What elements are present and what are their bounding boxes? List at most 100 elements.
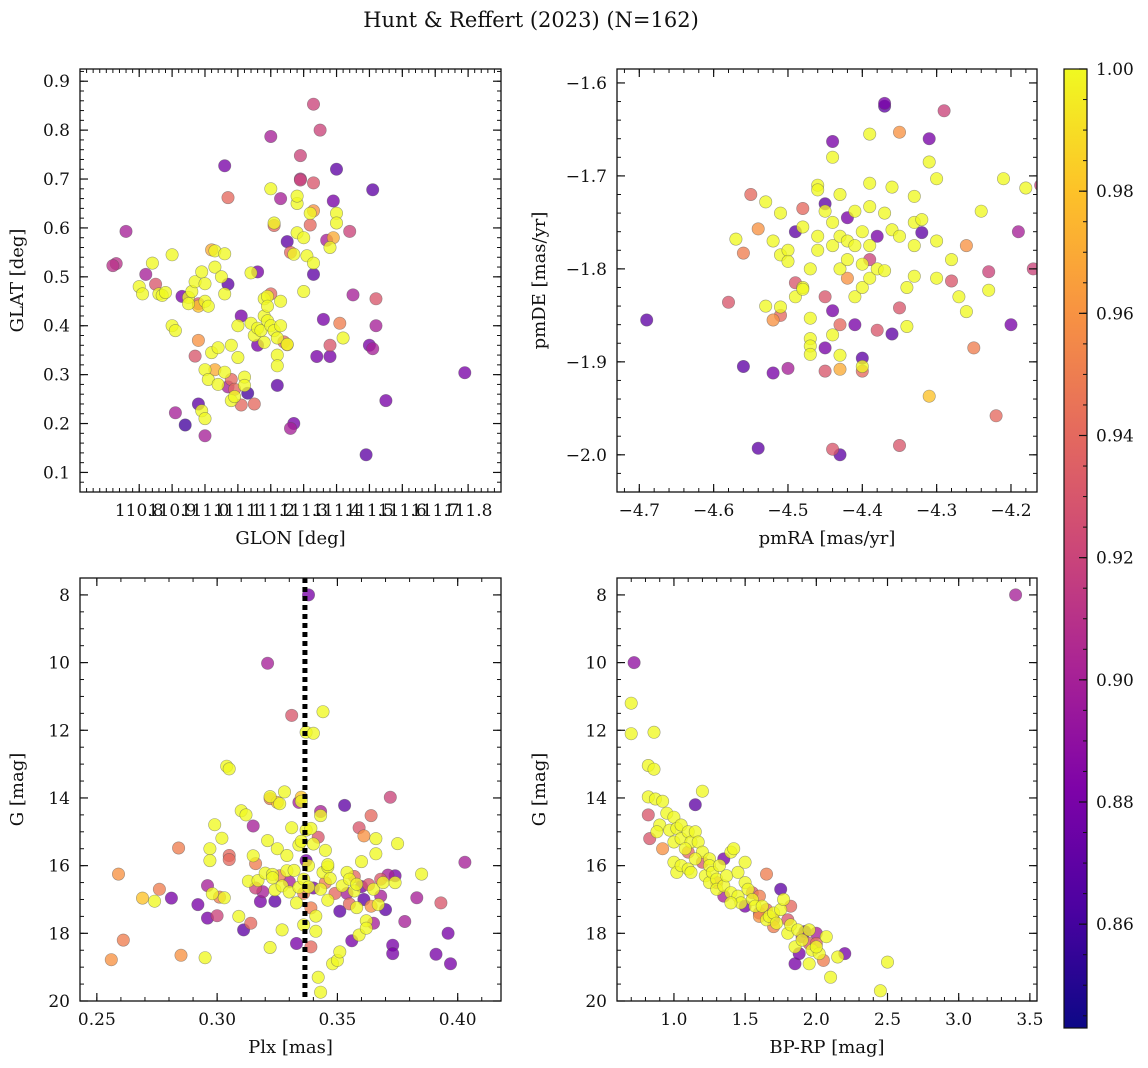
y-tick-label: 16 xyxy=(48,857,70,877)
data-point xyxy=(211,341,225,355)
data-point xyxy=(833,188,847,202)
data-point xyxy=(369,847,383,861)
scatter-panel-1: 110.8110.9111.0111.1111.2111.3111.4111.5… xyxy=(7,68,502,549)
data-point xyxy=(826,135,840,149)
data-point xyxy=(285,821,299,835)
data-point xyxy=(145,256,159,270)
data-point xyxy=(833,318,847,332)
data-point xyxy=(863,176,877,190)
data-point xyxy=(329,216,343,230)
data-point xyxy=(321,858,335,872)
data-point xyxy=(376,876,390,890)
data-point xyxy=(203,842,217,856)
y-tick-label: −1.7 xyxy=(566,167,607,187)
data-point xyxy=(695,784,709,798)
data-point xyxy=(306,837,320,851)
data-point xyxy=(333,904,347,918)
data-point xyxy=(119,224,133,238)
data-point xyxy=(1019,181,1033,195)
x-tick-label: 111.8 xyxy=(444,501,493,521)
data-point xyxy=(366,183,380,197)
colorbar-tick-label: 0.96 xyxy=(1096,304,1134,324)
data-point xyxy=(136,287,150,301)
y-tick-label: −2.0 xyxy=(566,446,607,466)
data-point xyxy=(246,849,260,863)
x-tick-label: 111.2 xyxy=(246,501,295,521)
colorbar-tick-label: 0.98 xyxy=(1096,182,1134,202)
data-point xyxy=(323,338,337,352)
data-point xyxy=(224,338,238,352)
y-tick-label: −1.9 xyxy=(566,353,607,373)
data-point xyxy=(818,341,832,355)
data-point xyxy=(930,234,944,248)
data-point xyxy=(112,867,126,881)
data-point xyxy=(267,216,281,230)
x-tick-label: 111.4 xyxy=(312,501,361,521)
x-tick-label: 111.1 xyxy=(214,501,263,521)
data-point xyxy=(290,189,304,203)
data-point xyxy=(855,225,869,239)
data-point xyxy=(104,953,118,967)
data-point xyxy=(796,282,810,296)
data-point xyxy=(818,364,832,378)
x-tick-label: −4.2 xyxy=(990,501,1031,521)
data-point xyxy=(311,970,325,984)
data-point xyxy=(316,312,330,326)
x-tick-label: 3.5 xyxy=(1016,1010,1043,1030)
axes-frame xyxy=(616,68,1038,493)
data-point xyxy=(270,331,284,345)
data-point xyxy=(201,299,215,313)
data-point xyxy=(398,914,412,928)
data-point xyxy=(840,253,854,267)
data-point xyxy=(222,762,236,776)
data-point xyxy=(996,172,1010,186)
data-point xyxy=(350,877,364,891)
y-axis-label: G [mag] xyxy=(7,753,28,826)
data-point xyxy=(773,206,787,220)
data-point xyxy=(736,359,750,373)
x-tick-label: 111.5 xyxy=(345,501,394,521)
data-point xyxy=(287,863,301,877)
data-point xyxy=(731,865,745,879)
data-point xyxy=(803,311,817,325)
data-point xyxy=(333,316,347,330)
data-point xyxy=(338,798,352,812)
data-point xyxy=(922,155,936,169)
data-point xyxy=(863,239,877,253)
points-group xyxy=(106,97,472,462)
data-point xyxy=(766,234,780,248)
data-point xyxy=(878,206,892,220)
data-point xyxy=(313,123,327,137)
data-point xyxy=(1131,263,1143,275)
y-tick-label: 20 xyxy=(585,992,607,1012)
data-point xyxy=(136,891,150,905)
data-point xyxy=(811,243,825,257)
data-point xyxy=(1049,272,1061,284)
data-point xyxy=(818,290,832,304)
data-point xyxy=(116,933,130,947)
data-point xyxy=(766,313,780,327)
data-point xyxy=(218,287,232,301)
data-point xyxy=(306,726,320,740)
data-point xyxy=(1042,227,1054,239)
data-point xyxy=(280,235,294,249)
data-point xyxy=(263,790,277,804)
data-point xyxy=(870,323,884,337)
data-point xyxy=(982,283,996,297)
data-point xyxy=(809,940,823,954)
y-axis-label: G [mag] xyxy=(529,753,550,826)
points-group xyxy=(624,588,1023,998)
data-point xyxy=(221,191,235,205)
data-point xyxy=(314,882,328,896)
data-point xyxy=(264,130,278,144)
x-tick-label: 110.8 xyxy=(115,501,164,521)
data-point xyxy=(159,285,173,299)
x-tick-label: 1.0 xyxy=(660,1010,687,1030)
axes-frame xyxy=(616,577,1038,1002)
data-point xyxy=(321,893,335,907)
x-axis-label: Plx [mas] xyxy=(248,1037,333,1058)
data-point xyxy=(359,921,373,935)
data-point xyxy=(848,290,862,304)
data-point xyxy=(930,172,944,186)
data-point xyxy=(336,331,350,345)
